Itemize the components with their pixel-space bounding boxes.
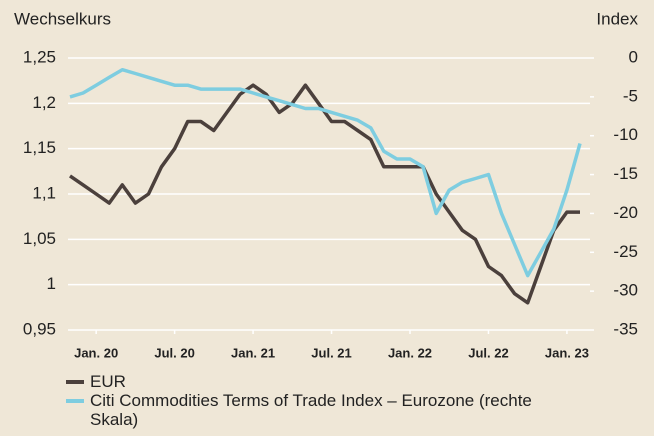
y2-tick-label: 0 [629, 47, 638, 66]
y-axis-label: Wechselkurs [14, 9, 111, 28]
legend-label: EUR [90, 372, 126, 391]
series-line [69, 83, 580, 305]
x-tick-label: Jan. 23 [545, 345, 589, 360]
y-tick-label: 1,2 [32, 93, 56, 112]
series-line [69, 67, 582, 278]
legend-swatch [66, 380, 84, 384]
y2-tick-label: -15 [613, 164, 638, 183]
y2-tick-label: -25 [613, 242, 638, 261]
y2-tick-label: -30 [613, 281, 638, 300]
x-tick-label: Jan. 22 [388, 345, 432, 360]
y2-tick-label: -10 [613, 125, 638, 144]
y-tick-label: 1,25 [23, 47, 56, 66]
y2-tick-label: -5 [623, 86, 638, 105]
y-tick-label: 1,1 [32, 183, 56, 202]
plot: Wechselkurs Index 0,95 1 1,05 1,1 1,15 1,2 1,2… [14, 9, 638, 360]
y-tick-label: 0,95 [23, 319, 56, 338]
legend-swatch [66, 399, 84, 403]
legend-item: Citi Commodities Terms of Trade Index – … [66, 391, 566, 429]
y2-tick-label: -20 [613, 203, 638, 222]
legend-label: Citi Commodities Terms of Trade Index – … [90, 391, 532, 429]
x-tick-label: Jul. 22 [468, 345, 508, 360]
y-tick-label: 1 [47, 274, 56, 293]
y2-tick-label: -35 [613, 319, 638, 338]
y-tick-label: 1,15 [23, 138, 56, 157]
y2-axis-label: Index [596, 9, 638, 28]
x-tick-label: Jul. 20 [154, 345, 194, 360]
y-tick-label: 1,05 [23, 229, 56, 248]
legend-item: EUR [66, 372, 566, 391]
legend: EUR Citi Commodities Terms of Trade Index… [66, 372, 566, 429]
x-tick-label: Jan. 20 [74, 345, 118, 360]
x-tick-label: Jan. 21 [231, 345, 275, 360]
x-tick-label: Jul. 21 [311, 345, 351, 360]
